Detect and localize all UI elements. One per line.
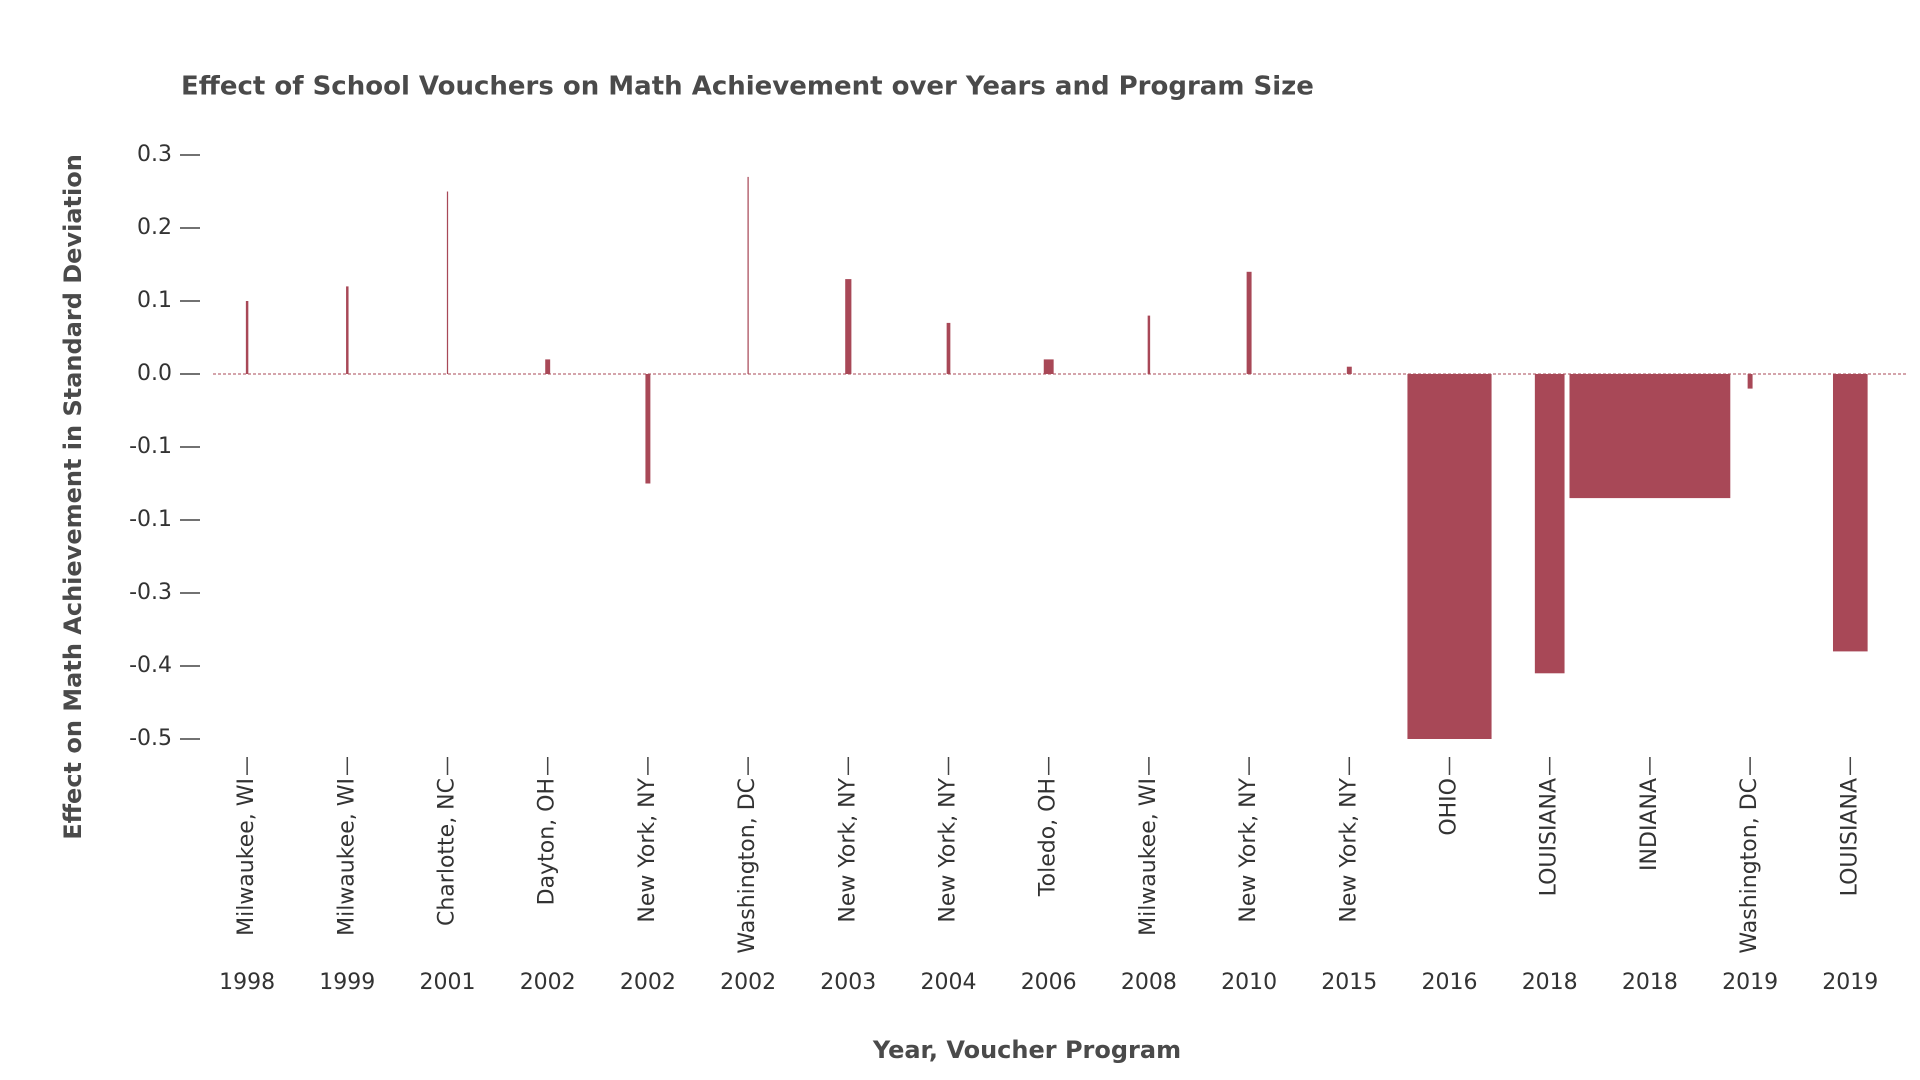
x-tick-label: INDIANA — [1637, 778, 1662, 871]
year-label: 2016 — [1422, 970, 1478, 995]
y-tick-label: 0.0 — [137, 361, 172, 386]
bar — [845, 279, 852, 374]
x-tick-label: Milwaukee, WI — [234, 778, 259, 936]
year-label: 2018 — [1522, 970, 1578, 995]
bar — [346, 286, 349, 374]
x-axis-title: Year, Voucher Program — [872, 1036, 1181, 1064]
bar — [1569, 374, 1731, 499]
year-label: 2008 — [1121, 970, 1177, 995]
y-tick-label: 0.1 — [137, 288, 172, 313]
year-label: 2002 — [720, 970, 776, 995]
year-label: 2003 — [820, 970, 876, 995]
bar — [946, 322, 951, 374]
year-label: 2019 — [1722, 970, 1778, 995]
year-label: 2004 — [921, 970, 977, 995]
x-tick-label: New York, NY — [635, 777, 660, 922]
bar — [1246, 271, 1252, 374]
bar — [545, 359, 551, 374]
year-label: 1998 — [219, 970, 275, 995]
bar — [1147, 315, 1151, 374]
y-axis-title: Effect on Math Achievement in Standard D… — [59, 154, 87, 840]
year-label: 2015 — [1321, 970, 1377, 995]
x-tick-label: New York, NY — [936, 777, 961, 922]
bar — [747, 176, 749, 374]
x-tick-label: Toledo, OH — [1036, 778, 1061, 897]
y-tick-label: 0.3 — [137, 142, 172, 167]
x-tick-label: Dayton, OH — [535, 778, 560, 905]
y-tick-label: -0.4 — [129, 653, 172, 678]
x-tick-label: New York, NY — [1336, 777, 1361, 922]
x-tick-label: OHIO — [1437, 778, 1462, 836]
year-label: 2001 — [420, 970, 476, 995]
x-tick-label: Milwaukee, WI — [334, 778, 359, 936]
bar — [645, 374, 651, 484]
year-label: 2002 — [520, 970, 576, 995]
year-label: 2002 — [620, 970, 676, 995]
x-tick-label: Washington, DC — [735, 778, 760, 954]
x-tick-label: Milwaukee, WI — [1136, 778, 1161, 936]
bar — [245, 301, 249, 374]
bar — [1043, 359, 1054, 374]
x-tick-label: LOUISIANA — [1837, 778, 1862, 896]
chart-title: Effect of School Vouchers on Math Achiev… — [181, 72, 1314, 102]
y-tick-label: -0.1 — [129, 507, 172, 532]
y-tick-label: -0.5 — [129, 726, 172, 751]
bar — [1747, 374, 1753, 389]
year-label: 2010 — [1221, 970, 1277, 995]
bar — [1346, 366, 1352, 374]
x-tick-label: Charlotte, NC — [435, 778, 460, 926]
bar — [446, 191, 449, 374]
y-tick-label: -0.1 — [129, 434, 172, 459]
y-tick-label: -0.3 — [129, 580, 172, 605]
year-label: 1999 — [319, 970, 375, 995]
y-tick-label: 0.2 — [137, 215, 172, 240]
bar — [1832, 374, 1868, 652]
x-tick-label: Washington, DC — [1737, 778, 1762, 954]
x-tick-label: New York, NY — [1236, 777, 1261, 922]
bar — [1407, 374, 1492, 739]
year-label: 2019 — [1822, 970, 1878, 995]
x-tick-label: New York, NY — [835, 777, 860, 922]
year-label: 2006 — [1021, 970, 1077, 995]
bar — [1534, 374, 1565, 674]
year-label: 2018 — [1622, 970, 1678, 995]
x-tick-label: LOUISIANA — [1537, 778, 1562, 896]
